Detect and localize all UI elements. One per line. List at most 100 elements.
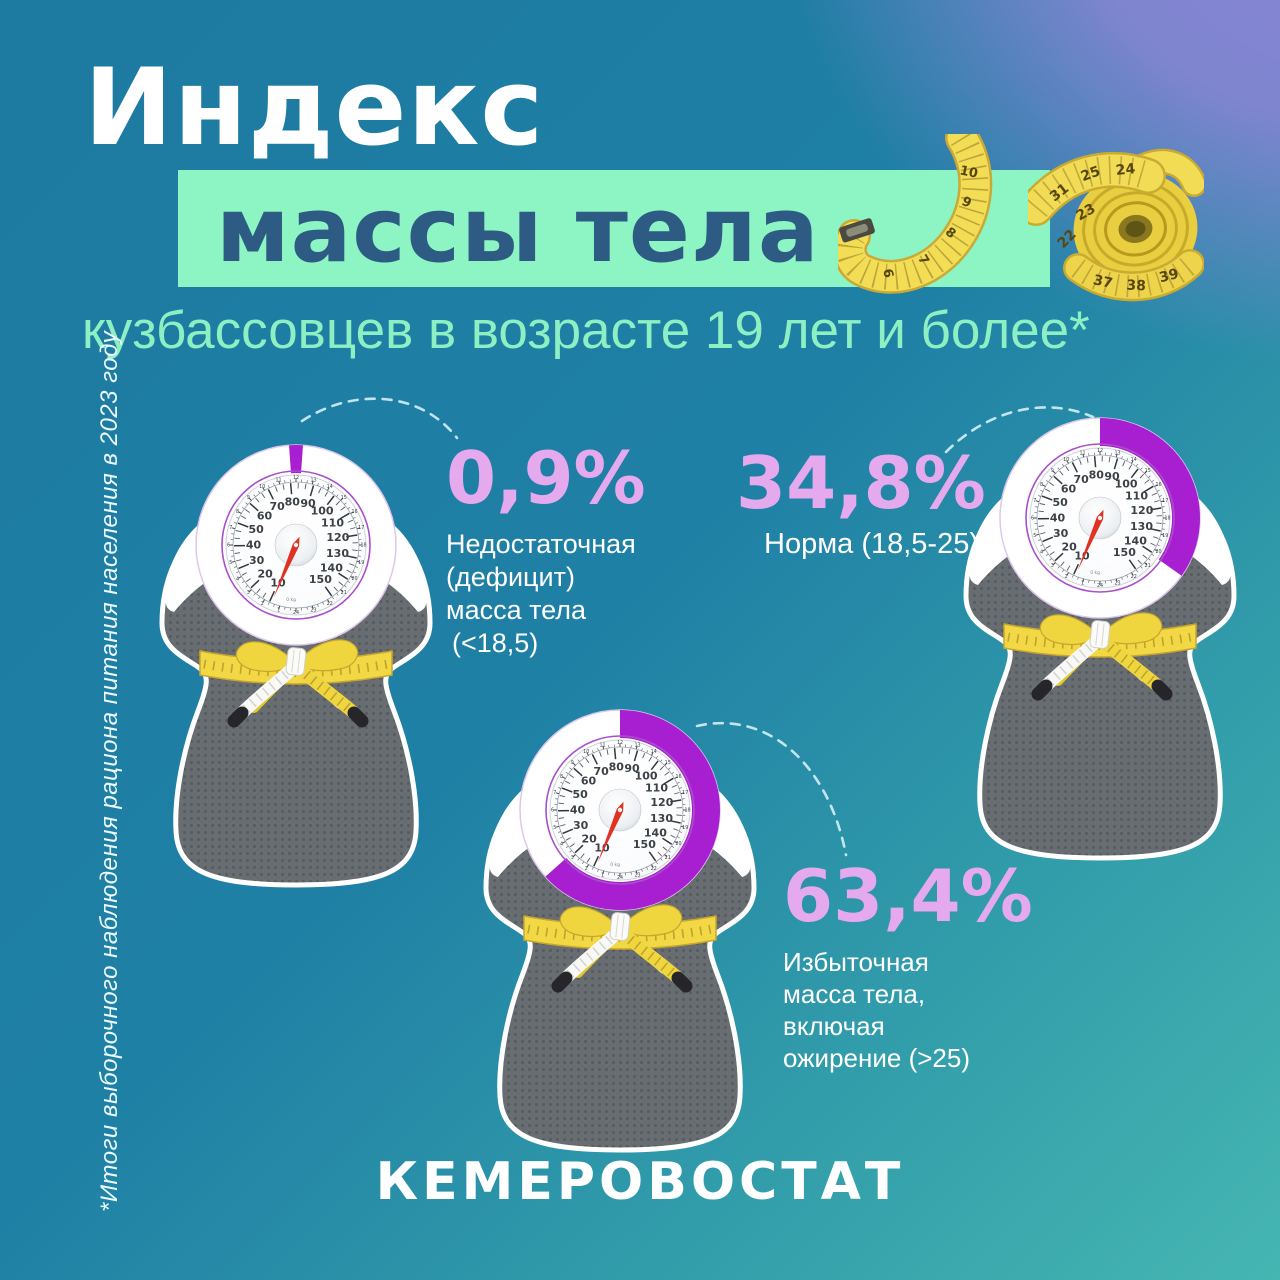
svg-text:0 kg: 0 kg <box>286 597 296 603</box>
svg-text:10: 10 <box>583 749 589 755</box>
svg-text:12: 12 <box>617 740 623 746</box>
svg-text:9: 9 <box>1051 468 1054 474</box>
svg-text:2: 2 <box>1065 574 1068 580</box>
svg-text:40: 40 <box>1050 512 1066 525</box>
svg-text:60: 60 <box>257 510 273 523</box>
svg-text:7: 7 <box>553 790 556 796</box>
svg-text:80: 80 <box>285 496 301 509</box>
svg-text:20: 20 <box>351 576 357 582</box>
svg-text:19: 19 <box>682 825 688 831</box>
svg-text:5: 5 <box>553 825 556 831</box>
svg-text:11: 11 <box>1079 450 1085 456</box>
svg-text:60: 60 <box>581 775 597 788</box>
svg-text:90: 90 <box>1104 470 1120 483</box>
svg-text:37: 37 <box>1092 272 1114 292</box>
svg-text:21: 21 <box>665 855 671 861</box>
svg-text:18: 18 <box>360 543 366 549</box>
svg-text:21: 21 <box>341 590 347 596</box>
svg-text:7: 7 <box>229 525 232 531</box>
svg-text:8: 8 <box>560 774 563 780</box>
svg-text:23: 23 <box>310 608 316 614</box>
page-title-line1: Индекс <box>84 46 545 169</box>
svg-text:2: 2 <box>261 601 264 607</box>
stat-underweight-label: Недостаточная (дефицит) масса тела (<18,… <box>446 529 636 658</box>
svg-text:24: 24 <box>1097 583 1103 589</box>
svg-text:1: 1 <box>601 873 604 879</box>
svg-text:110: 110 <box>645 781 668 794</box>
svg-text:22: 22 <box>651 866 657 872</box>
svg-text:20: 20 <box>1062 540 1078 553</box>
svg-text:9: 9 <box>571 760 574 766</box>
svg-text:1: 1 <box>1081 581 1084 587</box>
footnote-source-note: *Итоги выборочного наблюдения рациона пи… <box>96 330 123 1212</box>
svg-text:0 kg: 0 kg <box>1090 570 1100 576</box>
svg-text:140: 140 <box>644 827 667 840</box>
svg-text:14: 14 <box>1131 457 1137 463</box>
title-highlight-band: массы тела <box>178 170 1050 287</box>
svg-text:8: 8 <box>1040 482 1043 488</box>
svg-text:150: 150 <box>1113 546 1136 559</box>
svg-text:90: 90 <box>300 497 316 510</box>
stat-underweight: 0,9% Недостаточная (дефицит) масса тела … <box>446 442 646 660</box>
svg-text:16: 16 <box>675 774 681 780</box>
svg-text:60: 60 <box>1061 483 1077 496</box>
svg-text:130: 130 <box>326 547 349 560</box>
svg-text:18: 18 <box>684 808 690 814</box>
svg-text:17: 17 <box>1162 498 1168 504</box>
svg-text:24: 24 <box>617 875 623 881</box>
svg-text:23: 23 <box>1114 581 1120 587</box>
svg-text:9: 9 <box>247 495 250 501</box>
svg-text:5: 5 <box>1033 533 1036 539</box>
svg-text:40: 40 <box>246 539 262 552</box>
stat-normal-label: Норма (18,5-25) <box>764 528 979 560</box>
svg-text:12: 12 <box>1097 448 1103 454</box>
svg-text:20: 20 <box>1155 549 1161 555</box>
svg-text:50: 50 <box>249 523 265 536</box>
svg-text:2: 2 <box>585 866 588 872</box>
svg-text:11: 11 <box>599 742 605 748</box>
svg-text:23: 23 <box>1074 201 1099 225</box>
svg-text:70: 70 <box>1073 473 1089 486</box>
svg-text:11: 11 <box>275 477 281 483</box>
svg-text:38: 38 <box>1126 278 1146 295</box>
svg-text:22: 22 <box>327 601 333 607</box>
svg-text:13: 13 <box>310 477 316 483</box>
svg-text:8: 8 <box>236 509 239 515</box>
svg-text:6: 6 <box>1031 516 1034 522</box>
svg-text:80: 80 <box>609 761 625 774</box>
svg-text:10: 10 <box>1063 457 1069 463</box>
svg-text:110: 110 <box>1125 489 1148 502</box>
svg-text:30: 30 <box>1053 527 1069 540</box>
svg-text:120: 120 <box>1130 504 1153 517</box>
svg-text:100: 100 <box>635 769 658 782</box>
svg-text:150: 150 <box>309 573 332 586</box>
svg-text:120: 120 <box>326 531 349 544</box>
svg-text:31: 31 <box>1047 181 1072 206</box>
svg-text:130: 130 <box>650 812 673 825</box>
svg-text:50: 50 <box>573 788 589 801</box>
svg-text:16: 16 <box>351 509 357 515</box>
svg-text:24: 24 <box>1115 161 1136 179</box>
svg-text:20: 20 <box>675 841 681 847</box>
stat-overweight: 63,4% Избыточная масса тела, включая ожи… <box>783 860 1033 1074</box>
svg-text:3: 3 <box>571 855 574 861</box>
stat-overweight-label: Избыточная масса тела, включая ожирение … <box>783 947 970 1073</box>
svg-text:10: 10 <box>259 484 265 490</box>
svg-text:20: 20 <box>582 832 598 845</box>
svg-text:100: 100 <box>1115 477 1138 490</box>
svg-text:5: 5 <box>229 560 232 566</box>
svg-text:6: 6 <box>227 543 230 549</box>
svg-text:120: 120 <box>650 796 673 809</box>
svg-text:17: 17 <box>682 790 688 796</box>
svg-text:13: 13 <box>1114 450 1120 456</box>
svg-text:24: 24 <box>293 610 299 616</box>
svg-text:3: 3 <box>247 590 250 596</box>
svg-text:0 kg: 0 kg <box>610 862 620 868</box>
svg-text:40: 40 <box>570 804 586 817</box>
svg-text:70: 70 <box>269 500 285 513</box>
svg-text:14: 14 <box>651 749 657 755</box>
svg-text:25: 25 <box>1079 163 1103 185</box>
